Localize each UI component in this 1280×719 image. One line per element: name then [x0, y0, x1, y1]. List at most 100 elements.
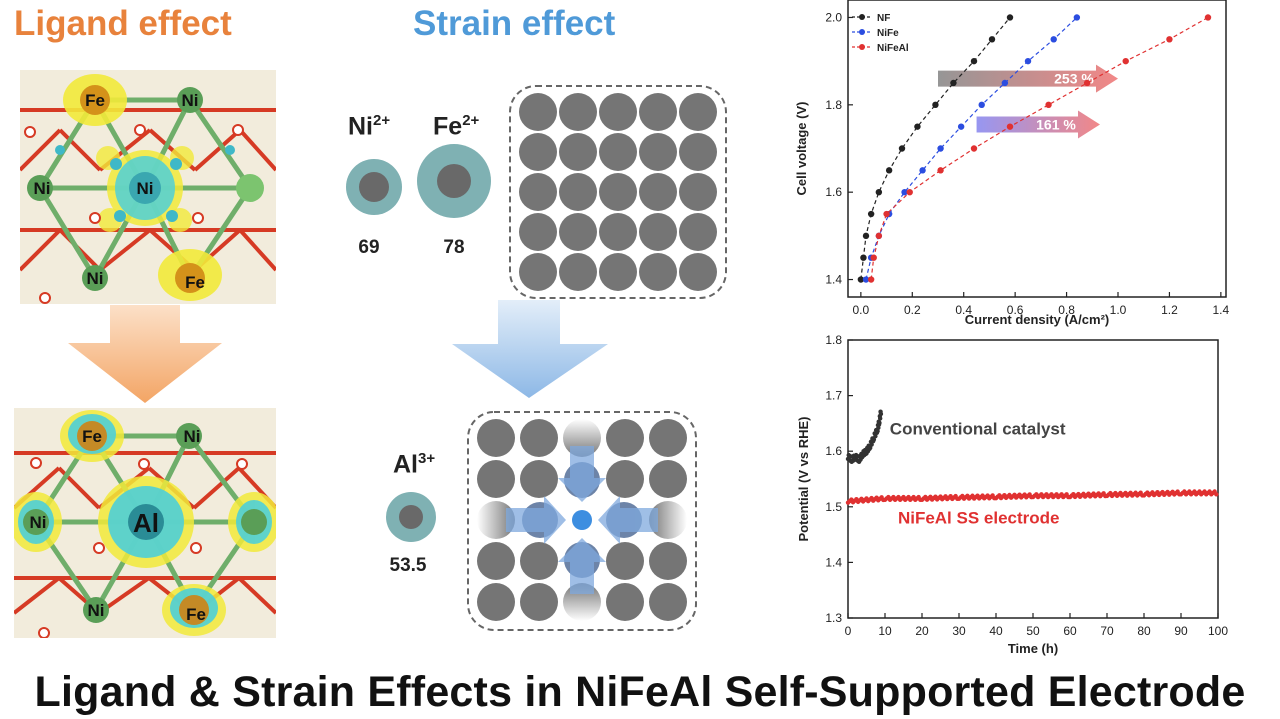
data-point-conventional — [871, 437, 877, 442]
x-tick-label: 0.6 — [1007, 303, 1024, 317]
lattice-atom — [520, 542, 558, 580]
data-point-conventional — [873, 433, 878, 439]
ligand-arrow — [68, 305, 222, 403]
atom-label-ni-center: Ni — [137, 179, 154, 198]
lattice-atom — [520, 460, 558, 498]
x-tick-label: 0.0 — [853, 303, 870, 317]
data-point-nf — [862, 232, 870, 240]
data-point-nife — [1024, 57, 1032, 65]
legend-marker — [859, 44, 865, 50]
data-point-nf — [860, 254, 867, 261]
series-line-nifeal — [870, 16, 1209, 280]
atom-label-ni: Ni — [184, 427, 201, 446]
x-tick-label: 100 — [1208, 624, 1228, 638]
lattice-atom — [520, 583, 558, 621]
ion-al-circle — [386, 492, 436, 542]
lattice-atom — [559, 253, 597, 291]
x-axis-label: Current density (A/cm²) — [965, 312, 1109, 327]
atom-label-ni: Ni — [87, 269, 104, 288]
y-tick-label: 1.7 — [825, 389, 842, 403]
lattice-atom — [477, 419, 515, 457]
x-tick-label: 40 — [989, 624, 1003, 638]
y-axis-label: Potential (V vs RHE) — [796, 417, 811, 542]
y-tick-label: 1.4 — [825, 555, 842, 569]
ion-ni-label: Ni2+ — [348, 112, 391, 141]
x-tick-label: 70 — [1100, 624, 1114, 638]
figure-title: Ligand & Strain Effects in NiFeAl Self-S… — [34, 668, 1246, 716]
lattice-atom — [477, 583, 515, 621]
lattice-atom — [559, 93, 597, 131]
lattice-atom — [679, 213, 717, 251]
lattice-atom — [639, 173, 677, 211]
atom-label-ni: Ni — [88, 601, 105, 620]
lattice-atom — [559, 173, 597, 211]
x-tick-label: 1.0 — [1110, 303, 1127, 317]
data-point-nifeal — [883, 210, 890, 218]
x-tick-label: 1.2 — [1161, 303, 1178, 317]
data-point-nifeal — [875, 232, 883, 240]
lattice-atom — [599, 173, 637, 211]
x-tick-label: 10 — [878, 624, 892, 638]
data-point-nife — [957, 123, 965, 130]
lattice-atom — [639, 213, 677, 251]
ion-fe-radius: 78 — [443, 237, 465, 258]
x-tick-label: 1.4 — [1213, 303, 1230, 317]
lattice-atom — [639, 93, 677, 131]
x-tick-label: 50 — [1026, 624, 1040, 638]
ligand-lattice-pristine: Fe Ni Ni Ni Ni Fe — [20, 70, 276, 304]
legend-marker — [859, 14, 865, 20]
data-point-conventional — [876, 425, 881, 431]
x-tick-label: 0.4 — [955, 303, 972, 317]
improvement-arrow — [938, 64, 1118, 93]
data-point-nf — [875, 188, 883, 196]
y-tick-label: 1.8 — [825, 98, 842, 112]
lattice-atom — [649, 419, 687, 457]
ion-fe-circle — [417, 144, 491, 218]
data-point-nf — [857, 276, 865, 283]
legend-label: NF — [877, 13, 890, 24]
lattice-atom — [606, 460, 644, 498]
data-point-nf — [914, 123, 921, 130]
lattice-atom — [519, 213, 557, 251]
data-point-nifeal — [906, 188, 913, 196]
lattice-atom — [477, 542, 515, 580]
lattice-grid-strained — [467, 411, 697, 631]
polarization-chart: 0.0 0.2 0.4 0.6 0.8 1.0 1.2 1.4 1.4 1.6 1.8 2.0 Curr… — [794, 0, 1230, 327]
atom-label-ni: Ni — [182, 91, 199, 110]
lattice-atom — [599, 213, 637, 251]
x-tick-label: 0.2 — [904, 303, 921, 317]
improvement-label: 161 % — [1036, 116, 1076, 132]
legend-label: NiFe — [877, 28, 899, 39]
data-point-conventional — [877, 420, 882, 426]
legend-label: NiFeAl — [877, 43, 909, 54]
lattice-atom — [519, 93, 557, 131]
lattice-atom — [559, 213, 597, 251]
data-point-nifeal — [1166, 36, 1173, 43]
y-tick-label: 1.6 — [825, 444, 842, 458]
y-tick-label: 1.6 — [825, 185, 842, 199]
lattice-grid-undistorted — [509, 85, 727, 299]
data-point-conventional — [875, 428, 880, 434]
strain-effect-heading: Strain effect — [413, 4, 616, 43]
data-point-nife — [919, 167, 926, 174]
lattice-atom — [679, 133, 717, 171]
series-label-nifeal: NiFeAl SS electrode — [898, 508, 1060, 527]
lattice-atom — [679, 93, 717, 131]
ligand-lattice-al-doped: Fe Ni Ni Al Ni Fe — [14, 408, 276, 638]
x-tick-label: 60 — [1063, 624, 1077, 638]
ligand-effect-heading: Ligand effect — [14, 4, 232, 43]
lattice-atom — [599, 253, 637, 291]
lattice-atom — [559, 133, 597, 171]
lattice-atom — [599, 133, 637, 171]
data-point-nifeal — [970, 145, 978, 152]
ion-ni-circle — [346, 159, 402, 215]
lattice-atom — [639, 133, 677, 171]
data-point-conventional — [877, 416, 883, 421]
ion-al-radius: 53.5 — [389, 555, 427, 576]
data-point-nf — [950, 79, 957, 87]
data-point-conventional — [868, 445, 873, 451]
lattice-atom — [639, 253, 677, 291]
data-point-nife — [1073, 14, 1081, 21]
x-tick-label: 90 — [1174, 624, 1188, 638]
ion-al-label: Al3+ — [393, 450, 436, 479]
